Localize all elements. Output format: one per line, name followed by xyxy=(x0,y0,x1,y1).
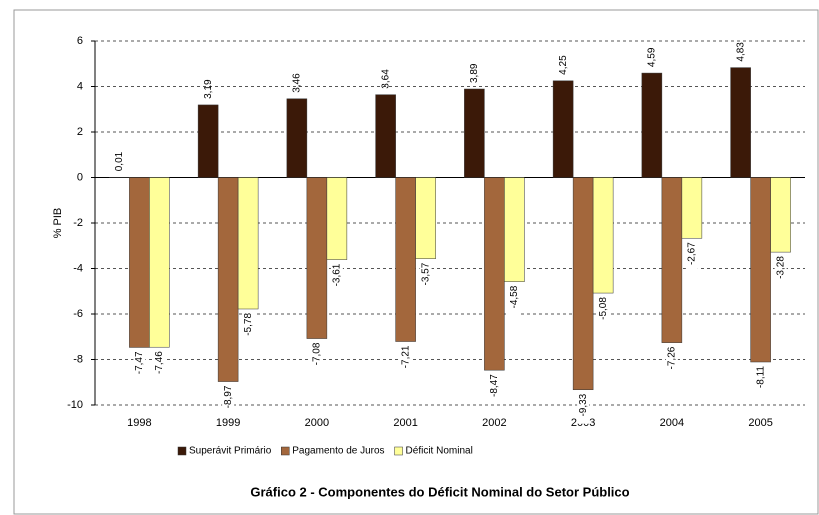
value-label: -5,78 xyxy=(243,313,254,336)
x-tick-label: 2002 xyxy=(482,417,506,429)
value-label: 4,25 xyxy=(558,55,569,75)
value-label-bg xyxy=(774,256,787,287)
legend-label: Déficit Nominal xyxy=(406,446,473,457)
x-tick-label: 2004 xyxy=(660,417,684,429)
bar xyxy=(681,177,703,239)
value-label: 3,89 xyxy=(469,63,480,83)
legend-label: Pagamento de Juros xyxy=(292,446,384,457)
value-label-bg xyxy=(419,262,432,293)
bar xyxy=(750,177,771,363)
value-label-bg xyxy=(242,312,255,343)
y-tick-label: 0 xyxy=(77,171,83,183)
value-label: -8,97 xyxy=(223,385,234,408)
y-tick-label: 2 xyxy=(77,126,83,138)
y-tick-label: -4 xyxy=(73,262,83,274)
value-label-bg xyxy=(330,263,343,294)
value-label-bg xyxy=(577,393,590,424)
y-tick-label: -8 xyxy=(73,353,83,365)
y-tick-label: 6 xyxy=(77,35,83,47)
y-tick-label: 4 xyxy=(77,80,83,92)
bar xyxy=(326,177,348,260)
legend-swatch xyxy=(394,446,403,456)
value-label-bg xyxy=(754,366,767,397)
bar xyxy=(197,104,219,178)
value-label-bg xyxy=(508,285,521,316)
bar xyxy=(572,177,594,391)
value-label: -3,61 xyxy=(332,263,343,286)
bar xyxy=(415,177,436,259)
x-tick-label: 1999 xyxy=(216,417,240,429)
value-label: -2,67 xyxy=(687,242,698,265)
value-label: -3,57 xyxy=(420,262,431,285)
value-label: -8,11 xyxy=(755,366,766,388)
bar xyxy=(286,98,308,178)
bar xyxy=(129,177,150,348)
bar xyxy=(504,177,525,282)
value-label: -3,28 xyxy=(775,256,786,279)
value-label-bg xyxy=(665,346,678,377)
value-label-bg xyxy=(399,345,412,376)
value-label: 3,19 xyxy=(203,79,214,99)
bar xyxy=(484,177,505,371)
legend-swatch xyxy=(177,446,187,456)
y-tick-label: -2 xyxy=(73,217,83,229)
bar xyxy=(306,177,328,339)
value-label: -7,26 xyxy=(667,346,678,369)
value-label: -4,58 xyxy=(509,285,520,308)
y-tick-label: -6 xyxy=(73,308,83,320)
legend-swatch xyxy=(281,446,290,456)
value-label: 0,01 xyxy=(114,151,125,171)
value-label: -7,46 xyxy=(154,351,165,374)
value-label-bg xyxy=(685,242,698,273)
x-tick-label: 2000 xyxy=(305,417,329,429)
value-label-bg xyxy=(153,351,166,382)
bar xyxy=(237,177,259,310)
value-label: -7,21 xyxy=(400,345,411,368)
value-label-bg xyxy=(597,297,610,328)
value-label: -7,47 xyxy=(134,351,145,374)
bar xyxy=(730,67,751,178)
bar xyxy=(464,88,485,178)
bar xyxy=(217,177,239,382)
bar xyxy=(661,177,683,343)
x-tick-label: 1998 xyxy=(127,417,151,429)
y-axis-label: % PIB xyxy=(52,208,64,239)
x-tick-label: 2001 xyxy=(393,417,417,429)
bar xyxy=(375,94,396,178)
bar xyxy=(395,177,416,342)
bar xyxy=(770,177,791,253)
bar xyxy=(641,72,663,178)
value-label: 4,59 xyxy=(647,47,658,67)
value-label: 4,83 xyxy=(735,42,746,62)
value-label-bg xyxy=(133,351,146,382)
bar xyxy=(592,177,614,294)
bar xyxy=(149,177,170,348)
value-label-bg xyxy=(222,385,235,416)
value-label: -5,08 xyxy=(598,297,609,320)
value-label: -8,47 xyxy=(489,374,500,397)
chart-title: Gráfico 2 - Componentes do Déficit Nomin… xyxy=(250,484,629,499)
bar xyxy=(552,80,574,178)
value-label: -7,08 xyxy=(312,342,323,365)
x-tick-label: 2005 xyxy=(748,417,772,429)
value-label-bg xyxy=(310,342,323,373)
value-label: 3,46 xyxy=(292,73,303,93)
value-label: -9,33 xyxy=(578,393,589,416)
value-label-bg xyxy=(488,374,501,405)
value-label: 3,64 xyxy=(380,69,391,89)
y-tick-label: -10 xyxy=(67,399,83,411)
legend-label: Superávit Primário xyxy=(189,446,272,457)
